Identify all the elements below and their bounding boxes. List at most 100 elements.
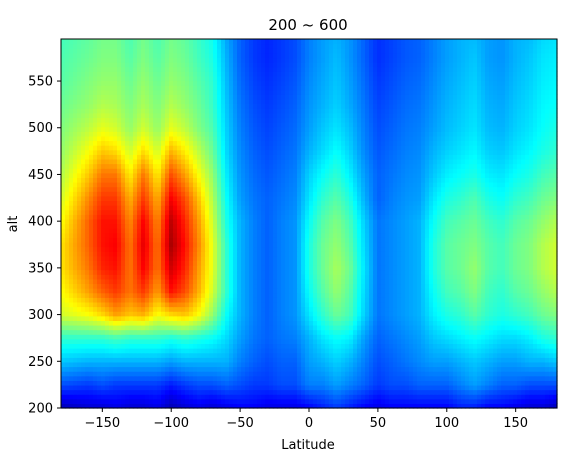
heatmap-cell <box>369 260 374 266</box>
heatmap-cell <box>261 297 266 303</box>
heatmap-cell <box>189 375 194 381</box>
heatmap-cell <box>277 288 282 294</box>
heatmap-cell <box>145 246 150 252</box>
heatmap-cell <box>521 269 526 275</box>
heatmap-cell <box>493 260 498 266</box>
heatmap-cell <box>317 371 322 377</box>
heatmap-cell <box>169 251 174 257</box>
heatmap-cell <box>225 241 230 248</box>
heatmap-cell <box>425 311 430 317</box>
heatmap-cell <box>165 241 170 248</box>
heatmap-cell <box>305 348 310 354</box>
heatmap-cell <box>221 384 226 391</box>
heatmap-cell <box>177 228 182 234</box>
heatmap-cell <box>281 357 286 363</box>
heatmap-cell <box>389 371 394 377</box>
heatmap-cell <box>425 329 430 335</box>
heatmap-cell <box>509 283 514 289</box>
heatmap-cell <box>61 315 66 321</box>
heatmap-cell <box>137 380 142 386</box>
heatmap-cell <box>333 348 338 354</box>
heatmap-cell <box>453 338 458 345</box>
heatmap-cell <box>129 357 134 363</box>
heatmap-cell <box>289 315 294 321</box>
heatmap-cell <box>493 380 498 386</box>
heatmap-cell <box>533 324 538 331</box>
heatmap-cell <box>85 274 90 280</box>
heatmap-cell <box>553 269 558 275</box>
heatmap-cell <box>549 311 554 317</box>
heatmap-cell <box>309 288 314 294</box>
heatmap-cell <box>125 255 130 261</box>
heatmap-cell <box>301 320 306 326</box>
heatmap-cell <box>297 384 302 391</box>
heatmap-cell <box>385 241 390 248</box>
heatmap-cell <box>321 384 326 391</box>
heatmap-cell <box>405 297 410 303</box>
heatmap-cell <box>289 306 294 312</box>
heatmap-cell <box>173 329 178 335</box>
heatmap-cell <box>101 269 106 275</box>
heatmap-cell <box>485 334 490 340</box>
heatmap-cell <box>109 251 114 257</box>
heatmap-cell <box>529 320 534 326</box>
heatmap-cell <box>165 237 170 243</box>
heatmap-cell <box>425 380 430 386</box>
heatmap-cell <box>529 348 534 354</box>
heatmap-cell <box>181 352 186 358</box>
heatmap-cell <box>425 357 430 363</box>
heatmap-cell <box>449 292 454 298</box>
heatmap-cell <box>497 361 502 368</box>
heatmap-cell <box>85 320 90 326</box>
heatmap-cell <box>405 361 410 368</box>
heatmap-cell <box>421 274 426 280</box>
heatmap-cell <box>473 246 478 252</box>
heatmap-cell <box>341 361 346 368</box>
heatmap-cell <box>153 348 158 354</box>
heatmap-cell <box>97 324 102 331</box>
heatmap-cell <box>393 398 398 404</box>
heatmap-cell <box>73 403 78 409</box>
heatmap-cell <box>513 255 518 261</box>
heatmap-cell <box>281 301 286 308</box>
heatmap-cell <box>477 334 482 340</box>
heatmap-cell <box>481 288 486 294</box>
heatmap-cell <box>297 338 302 345</box>
heatmap-cell <box>337 297 342 303</box>
heatmap-cell <box>309 343 314 349</box>
heatmap-cell <box>541 311 546 317</box>
heatmap-cell <box>409 283 414 289</box>
heatmap-cell <box>417 228 422 234</box>
heatmap-cell <box>469 361 474 368</box>
heatmap-cell <box>125 278 130 285</box>
heatmap-cell <box>121 297 126 303</box>
heatmap-cell <box>237 297 242 303</box>
heatmap-cell <box>269 315 274 321</box>
heatmap-cell <box>269 274 274 280</box>
heatmap-cell <box>285 338 290 345</box>
heatmap-cell <box>413 283 418 289</box>
heatmap-cell <box>273 320 278 326</box>
heatmap-cell <box>305 255 310 261</box>
heatmap-cell <box>225 357 230 363</box>
heatmap-cell <box>537 366 542 372</box>
heatmap-cell <box>217 255 222 261</box>
heatmap-cell <box>409 260 414 266</box>
heatmap-cell <box>145 324 150 331</box>
heatmap-cell <box>85 357 90 363</box>
heatmap-cell <box>345 380 350 386</box>
heatmap-cell <box>209 361 214 368</box>
heatmap-cell <box>409 384 414 391</box>
heatmap-cell <box>489 343 494 349</box>
heatmap-cell <box>501 311 506 317</box>
heatmap-cell <box>405 223 410 229</box>
heatmap-cell <box>477 380 482 386</box>
heatmap-cell <box>477 338 482 345</box>
heatmap-cell <box>293 371 298 377</box>
heatmap-cell <box>149 315 154 321</box>
heatmap-cell <box>97 283 102 289</box>
heatmap-cell <box>85 380 90 386</box>
heatmap-cell <box>381 357 386 363</box>
heatmap-cell <box>217 348 222 354</box>
heatmap-cell <box>109 306 114 312</box>
